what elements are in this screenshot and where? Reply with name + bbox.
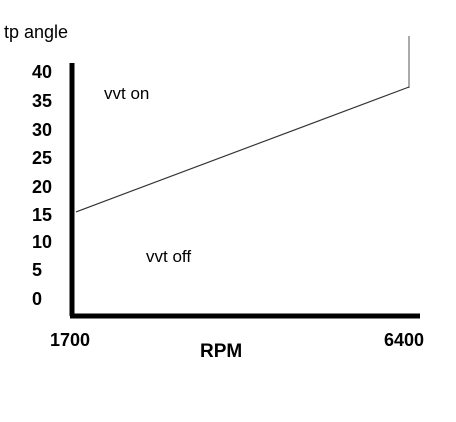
annotation-vvt-on: vvt on	[104, 84, 149, 103]
series-group	[75, 86, 410, 213]
y-tick-label: 0	[32, 289, 42, 309]
y-tick-label: 30	[32, 120, 52, 140]
y-axis-label: tp angle	[4, 22, 68, 42]
y-tick-label: 5	[32, 260, 42, 280]
x-tick-label: 1700	[50, 330, 90, 350]
y-tick-label: 20	[32, 177, 52, 197]
y-tick-label: 10	[32, 232, 52, 252]
y-tick-labels: 40 35 30 25 20 15 10 5 0	[32, 62, 52, 309]
y-tick-label: 25	[32, 148, 52, 168]
series-line	[75, 86, 410, 213]
annotation-vvt-off: vvt off	[146, 247, 191, 266]
y-tick-label: 35	[32, 91, 52, 111]
x-axis-label: RPM	[200, 341, 242, 362]
y-tick-label: 40	[32, 62, 52, 82]
x-tick-label: 6400	[384, 330, 424, 350]
y-tick-label: 15	[32, 205, 52, 225]
